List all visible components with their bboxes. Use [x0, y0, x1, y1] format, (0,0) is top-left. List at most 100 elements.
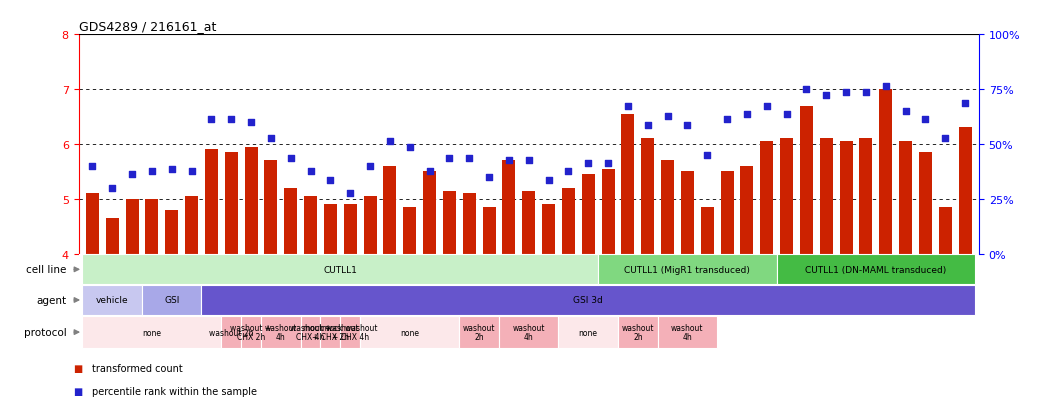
Bar [740, 166, 754, 254]
Point [283, 155, 299, 161]
Bar [320, 316, 340, 349]
Bar [340, 316, 360, 349]
Point [580, 160, 597, 167]
Bar [142, 285, 201, 315]
Point [203, 116, 220, 123]
Point [303, 169, 319, 175]
Bar [83, 316, 221, 349]
Text: washout 2h: washout 2h [209, 328, 253, 337]
Point [461, 155, 477, 161]
Bar [106, 218, 118, 254]
Text: CUTLL1 (MigR1 transduced): CUTLL1 (MigR1 transduced) [624, 265, 751, 274]
Bar [285, 188, 297, 254]
Point [163, 166, 180, 173]
Point [361, 163, 378, 170]
Text: mock washout
+ CHX 2h: mock washout + CHX 2h [303, 323, 358, 342]
Bar [582, 175, 595, 254]
Point [342, 190, 359, 197]
Bar [899, 142, 912, 254]
Bar [542, 205, 555, 254]
Bar [618, 316, 658, 349]
Bar [265, 161, 277, 254]
Point [798, 87, 815, 93]
Bar [423, 172, 436, 254]
Point [183, 169, 200, 175]
Point [698, 152, 715, 159]
Bar [185, 197, 198, 254]
Text: agent: agent [37, 295, 67, 305]
Bar [324, 205, 337, 254]
Point [897, 109, 914, 115]
Text: washout
4h: washout 4h [265, 323, 297, 342]
Bar [777, 255, 975, 285]
Point [223, 116, 240, 123]
Bar [641, 139, 654, 254]
Bar [360, 316, 460, 349]
Bar [681, 172, 694, 254]
Bar [622, 114, 634, 254]
Text: transformed count: transformed count [92, 363, 183, 373]
Text: GSI: GSI [164, 296, 179, 305]
Bar [86, 194, 98, 254]
Point [640, 122, 656, 129]
Bar [780, 139, 793, 254]
Bar [460, 316, 499, 349]
Point [758, 103, 775, 109]
Point [84, 163, 101, 170]
Bar [343, 205, 357, 254]
Point [718, 116, 735, 123]
Point [680, 122, 696, 129]
Bar [860, 139, 872, 254]
Bar [840, 142, 852, 254]
Bar [463, 194, 475, 254]
Text: washout +
CHX 2h: washout + CHX 2h [230, 323, 272, 342]
Text: washout
4h: washout 4h [512, 323, 545, 342]
Text: percentile rank within the sample: percentile rank within the sample [92, 386, 258, 396]
Text: CUTLL1 (DN-MAML transduced): CUTLL1 (DN-MAML transduced) [805, 265, 946, 274]
Bar [300, 316, 320, 349]
Text: ■: ■ [73, 363, 83, 373]
Bar [720, 172, 734, 254]
Bar [658, 316, 717, 349]
Text: protocol: protocol [24, 328, 67, 337]
Bar [205, 150, 218, 254]
Point [917, 116, 934, 123]
Bar [602, 169, 615, 254]
Text: washout
4h: washout 4h [671, 323, 704, 342]
Point [500, 158, 517, 164]
Bar [700, 207, 714, 254]
Text: GDS4289 / 216161_at: GDS4289 / 216161_at [79, 19, 216, 33]
Bar [760, 142, 773, 254]
Text: none: none [579, 328, 598, 337]
Bar [261, 316, 300, 349]
Point [660, 114, 676, 121]
Point [838, 89, 854, 96]
Point [620, 103, 637, 109]
Bar [499, 316, 558, 349]
Bar [165, 210, 178, 254]
Bar [919, 153, 932, 254]
Bar [562, 188, 575, 254]
Point [124, 171, 140, 178]
Point [957, 100, 974, 107]
Text: CUTLL1: CUTLL1 [324, 265, 357, 274]
Point [441, 155, 458, 161]
Point [520, 158, 537, 164]
Point [481, 174, 497, 181]
Bar [820, 139, 832, 254]
Text: ■: ■ [73, 386, 83, 396]
Bar [503, 161, 515, 254]
Point [937, 136, 954, 142]
Bar [245, 147, 258, 254]
Point [600, 160, 617, 167]
Point [322, 177, 339, 183]
Text: GSI 3d: GSI 3d [574, 296, 603, 305]
Bar [225, 153, 238, 254]
Bar [558, 316, 618, 349]
Bar [879, 90, 892, 254]
Bar [939, 207, 952, 254]
Bar [598, 255, 777, 285]
Point [877, 84, 894, 90]
Text: vehicle: vehicle [96, 296, 129, 305]
Bar [146, 199, 158, 254]
